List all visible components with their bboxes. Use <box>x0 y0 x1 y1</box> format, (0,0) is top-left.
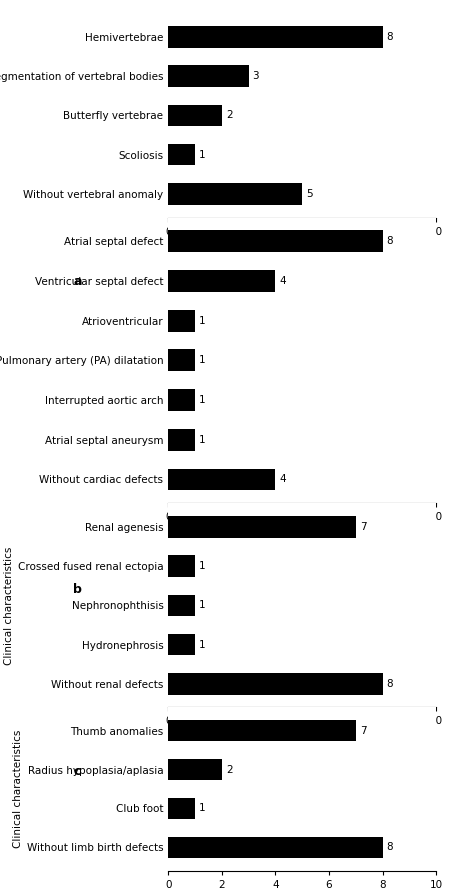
Bar <box>168 720 356 741</box>
Bar <box>168 183 302 204</box>
Text: 1: 1 <box>199 395 206 405</box>
X-axis label: Number of cases: Number of cases <box>258 528 346 538</box>
Text: 1: 1 <box>199 639 206 649</box>
Bar <box>168 595 195 616</box>
Text: c: c <box>73 764 81 778</box>
Bar <box>168 349 195 371</box>
Text: a: a <box>73 275 82 288</box>
Text: 8: 8 <box>386 679 393 689</box>
Text: 8: 8 <box>386 237 393 246</box>
X-axis label: Number of cases: Number of cases <box>258 732 346 742</box>
Text: 1: 1 <box>199 316 206 326</box>
Bar <box>168 634 195 655</box>
Text: 5: 5 <box>306 189 313 199</box>
Bar <box>168 759 222 780</box>
Text: 7: 7 <box>360 522 366 532</box>
Bar <box>168 429 195 451</box>
Bar <box>168 65 248 87</box>
Bar <box>168 389 195 411</box>
Bar <box>168 104 222 126</box>
Bar <box>168 310 195 331</box>
Bar <box>168 673 383 695</box>
Bar <box>168 516 356 538</box>
Bar <box>168 270 275 292</box>
Bar <box>168 797 195 819</box>
Bar <box>168 26 383 47</box>
Text: 1: 1 <box>199 355 206 365</box>
Text: 4: 4 <box>279 276 286 286</box>
Bar <box>168 469 275 490</box>
X-axis label: Number of cases: Number of cases <box>258 242 346 252</box>
Text: 2: 2 <box>226 111 232 121</box>
Bar <box>168 144 195 165</box>
Text: 1: 1 <box>199 561 206 572</box>
Text: b: b <box>73 583 82 597</box>
Text: 1: 1 <box>199 435 206 445</box>
Y-axis label: Clinical characteristics: Clinical characteristics <box>4 547 14 664</box>
Text: 1: 1 <box>199 600 206 610</box>
Bar <box>168 837 383 858</box>
Text: 7: 7 <box>360 726 366 736</box>
Text: 8: 8 <box>386 842 393 852</box>
Text: 1: 1 <box>199 150 206 160</box>
Text: 3: 3 <box>253 71 259 81</box>
Bar <box>168 230 383 252</box>
Text: 2: 2 <box>226 764 232 774</box>
Bar <box>168 555 195 577</box>
Y-axis label: Clinical characteristics: Clinical characteristics <box>13 730 23 848</box>
Text: 8: 8 <box>386 32 393 42</box>
Text: 1: 1 <box>199 804 206 814</box>
Text: 4: 4 <box>279 474 286 485</box>
